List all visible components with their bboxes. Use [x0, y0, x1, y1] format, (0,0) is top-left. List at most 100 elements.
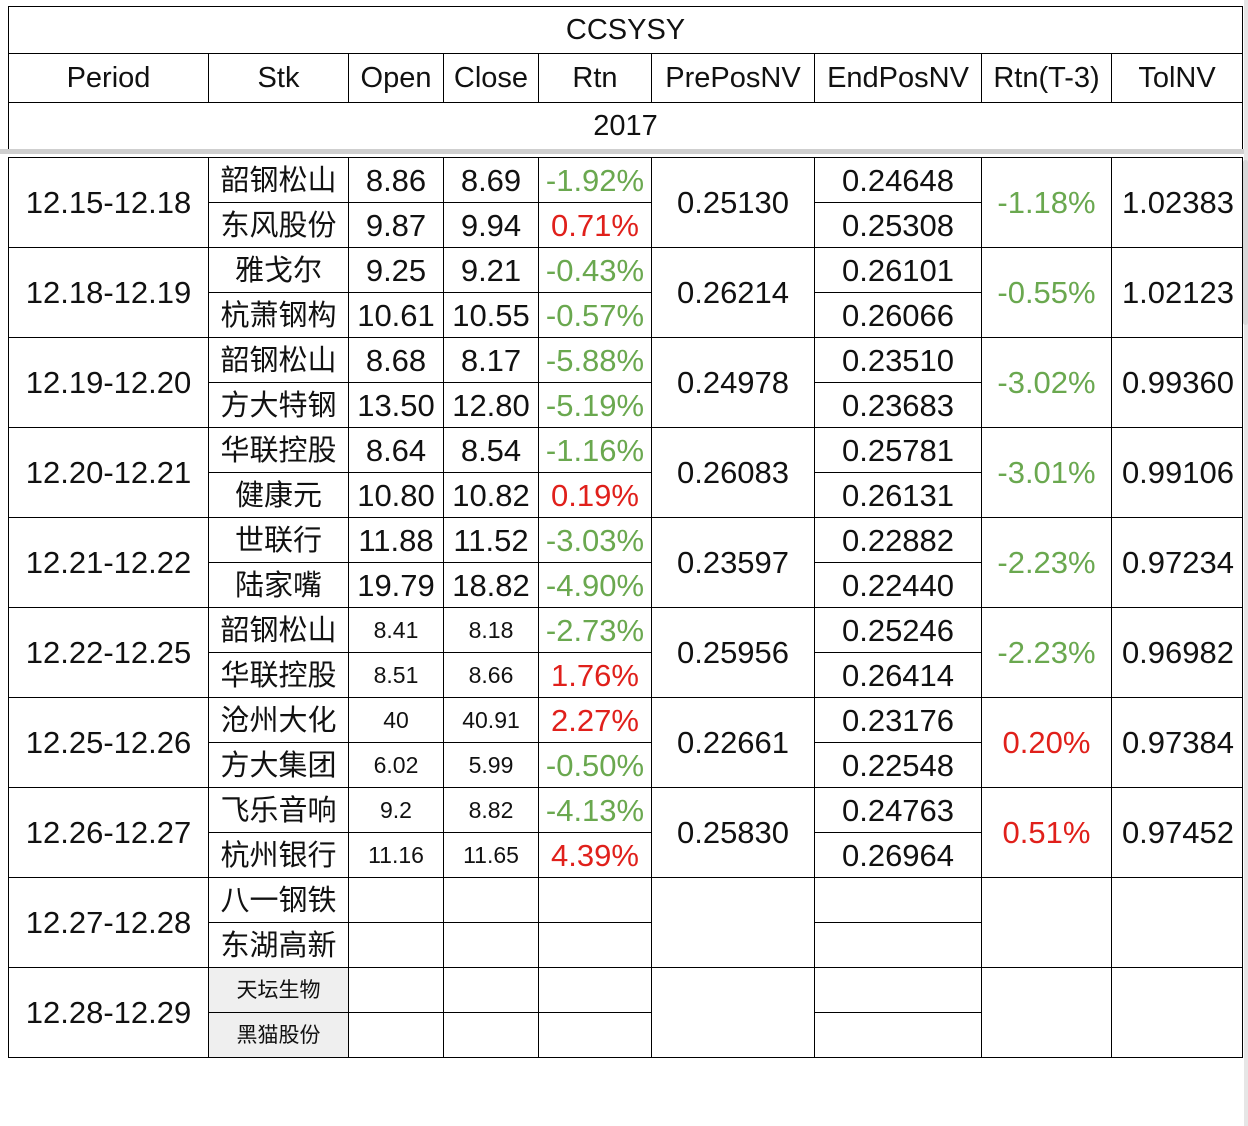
- return-cell[interactable]: [538, 1012, 652, 1058]
- return-cell[interactable]: -1.92%: [538, 157, 652, 203]
- return-t3-cell[interactable]: -1.18%: [981, 157, 1112, 248]
- return-cell[interactable]: -1.16%: [538, 427, 652, 473]
- endpos-nv-cell[interactable]: 0.23176: [814, 697, 982, 743]
- open-price-cell[interactable]: [348, 922, 444, 968]
- prepos-nv-cell[interactable]: 0.26214: [651, 247, 815, 338]
- period-cell[interactable]: 12.25-12.26: [8, 697, 209, 788]
- open-price-cell[interactable]: 19.79: [348, 562, 444, 608]
- header-stk[interactable]: Stk: [208, 53, 349, 103]
- total-nv-cell[interactable]: 0.97452: [1111, 787, 1243, 878]
- sheet-title-cell[interactable]: CCSYSY: [7, 6, 1244, 54]
- endpos-nv-cell[interactable]: 0.22882: [814, 517, 982, 563]
- open-price-cell[interactable]: [348, 967, 444, 1013]
- stock-name-cell[interactable]: 沧州大化: [208, 697, 349, 743]
- endpos-nv-cell[interactable]: 0.22548: [814, 742, 982, 788]
- endpos-nv-cell[interactable]: 0.24763: [814, 787, 982, 833]
- stock-name-cell[interactable]: 世联行: [208, 517, 349, 563]
- year-cell[interactable]: 2017: [7, 102, 1244, 151]
- header-open[interactable]: Open: [348, 53, 444, 103]
- return-cell[interactable]: -2.73%: [538, 607, 652, 653]
- close-price-cell[interactable]: 10.82: [443, 472, 539, 518]
- open-price-cell[interactable]: [348, 1012, 444, 1058]
- stock-name-cell[interactable]: 韶钢松山: [208, 157, 349, 203]
- return-cell[interactable]: 1.76%: [538, 652, 652, 698]
- endpos-nv-cell[interactable]: 0.26101: [814, 247, 982, 293]
- total-nv-cell[interactable]: 0.97384: [1111, 697, 1243, 788]
- prepos-nv-cell[interactable]: 0.25830: [651, 787, 815, 878]
- stock-name-cell[interactable]: 八一钢铁: [208, 877, 349, 923]
- close-price-cell[interactable]: 40.91: [443, 697, 539, 743]
- prepos-nv-cell[interactable]: [651, 877, 815, 968]
- return-cell[interactable]: -3.03%: [538, 517, 652, 563]
- total-nv-cell[interactable]: 0.96982: [1111, 607, 1243, 698]
- close-price-cell[interactable]: 8.17: [443, 337, 539, 383]
- endpos-nv-cell[interactable]: 0.25246: [814, 607, 982, 653]
- stock-name-cell[interactable]: 健康元: [208, 472, 349, 518]
- vertical-scrollbar[interactable]: [1243, 160, 1248, 325]
- endpos-nv-cell[interactable]: 0.26131: [814, 472, 982, 518]
- header-rtn[interactable]: Rtn: [538, 53, 652, 103]
- stock-name-cell[interactable]: 东湖高新: [208, 922, 349, 968]
- endpos-nv-cell[interactable]: 0.24648: [814, 157, 982, 203]
- total-nv-cell[interactable]: 0.99106: [1111, 427, 1243, 518]
- return-cell[interactable]: -0.43%: [538, 247, 652, 293]
- return-cell[interactable]: [538, 967, 652, 1013]
- total-nv-cell[interactable]: [1111, 877, 1243, 968]
- period-cell[interactable]: 12.19-12.20: [8, 337, 209, 428]
- endpos-nv-cell[interactable]: 0.26066: [814, 292, 982, 338]
- total-nv-cell[interactable]: 1.02383: [1111, 157, 1243, 248]
- header-period[interactable]: Period: [8, 53, 209, 103]
- stock-name-cell[interactable]: 方大特钢: [208, 382, 349, 428]
- return-cell[interactable]: -5.88%: [538, 337, 652, 383]
- return-cell[interactable]: 4.39%: [538, 832, 652, 878]
- stock-name-cell[interactable]: 韶钢松山: [208, 337, 349, 383]
- return-cell[interactable]: -4.13%: [538, 787, 652, 833]
- open-price-cell[interactable]: 40: [348, 697, 444, 743]
- prepos-nv-cell[interactable]: 0.25956: [651, 607, 815, 698]
- total-nv-cell[interactable]: [1111, 967, 1243, 1058]
- close-price-cell[interactable]: 8.69: [443, 157, 539, 203]
- endpos-nv-cell[interactable]: 0.25781: [814, 427, 982, 473]
- close-price-cell[interactable]: 8.66: [443, 652, 539, 698]
- close-price-cell[interactable]: 8.82: [443, 787, 539, 833]
- open-price-cell[interactable]: 8.68: [348, 337, 444, 383]
- close-price-cell[interactable]: 12.80: [443, 382, 539, 428]
- return-t3-cell[interactable]: -2.23%: [981, 517, 1112, 608]
- prepos-nv-cell[interactable]: 0.26083: [651, 427, 815, 518]
- prepos-nv-cell[interactable]: 0.24978: [651, 337, 815, 428]
- endpos-nv-cell[interactable]: 0.22440: [814, 562, 982, 608]
- close-price-cell[interactable]: 8.54: [443, 427, 539, 473]
- close-price-cell[interactable]: 10.55: [443, 292, 539, 338]
- return-t3-cell[interactable]: -3.02%: [981, 337, 1112, 428]
- frozen-rows-divider[interactable]: [0, 149, 1248, 154]
- open-price-cell[interactable]: 10.80: [348, 472, 444, 518]
- stock-name-cell[interactable]: 方大集团: [208, 742, 349, 788]
- return-cell[interactable]: [538, 877, 652, 923]
- stock-name-cell[interactable]: 黑猫股份: [208, 1012, 349, 1058]
- return-cell[interactable]: 0.71%: [538, 202, 652, 248]
- period-cell[interactable]: 12.27-12.28: [8, 877, 209, 968]
- header-close[interactable]: Close: [443, 53, 539, 103]
- stock-name-cell[interactable]: 东风股份: [208, 202, 349, 248]
- return-cell[interactable]: -0.57%: [538, 292, 652, 338]
- stock-name-cell[interactable]: 飞乐音响: [208, 787, 349, 833]
- stock-name-cell[interactable]: 华联控股: [208, 427, 349, 473]
- endpos-nv-cell[interactable]: 0.23683: [814, 382, 982, 428]
- open-price-cell[interactable]: 9.2: [348, 787, 444, 833]
- prepos-nv-cell[interactable]: 0.22661: [651, 697, 815, 788]
- open-price-cell[interactable]: 11.88: [348, 517, 444, 563]
- close-price-cell[interactable]: [443, 967, 539, 1013]
- stock-name-cell[interactable]: 杭萧钢构: [208, 292, 349, 338]
- open-price-cell[interactable]: 8.86: [348, 157, 444, 203]
- return-t3-cell[interactable]: [981, 967, 1112, 1058]
- open-price-cell[interactable]: [348, 877, 444, 923]
- close-price-cell[interactable]: 8.18: [443, 607, 539, 653]
- endpos-nv-cell[interactable]: 0.23510: [814, 337, 982, 383]
- open-price-cell[interactable]: 13.50: [348, 382, 444, 428]
- return-cell[interactable]: -4.90%: [538, 562, 652, 608]
- prepos-nv-cell[interactable]: 0.23597: [651, 517, 815, 608]
- period-cell[interactable]: 12.28-12.29: [8, 967, 209, 1058]
- return-t3-cell[interactable]: -2.23%: [981, 607, 1112, 698]
- return-t3-cell[interactable]: -3.01%: [981, 427, 1112, 518]
- close-price-cell[interactable]: [443, 877, 539, 923]
